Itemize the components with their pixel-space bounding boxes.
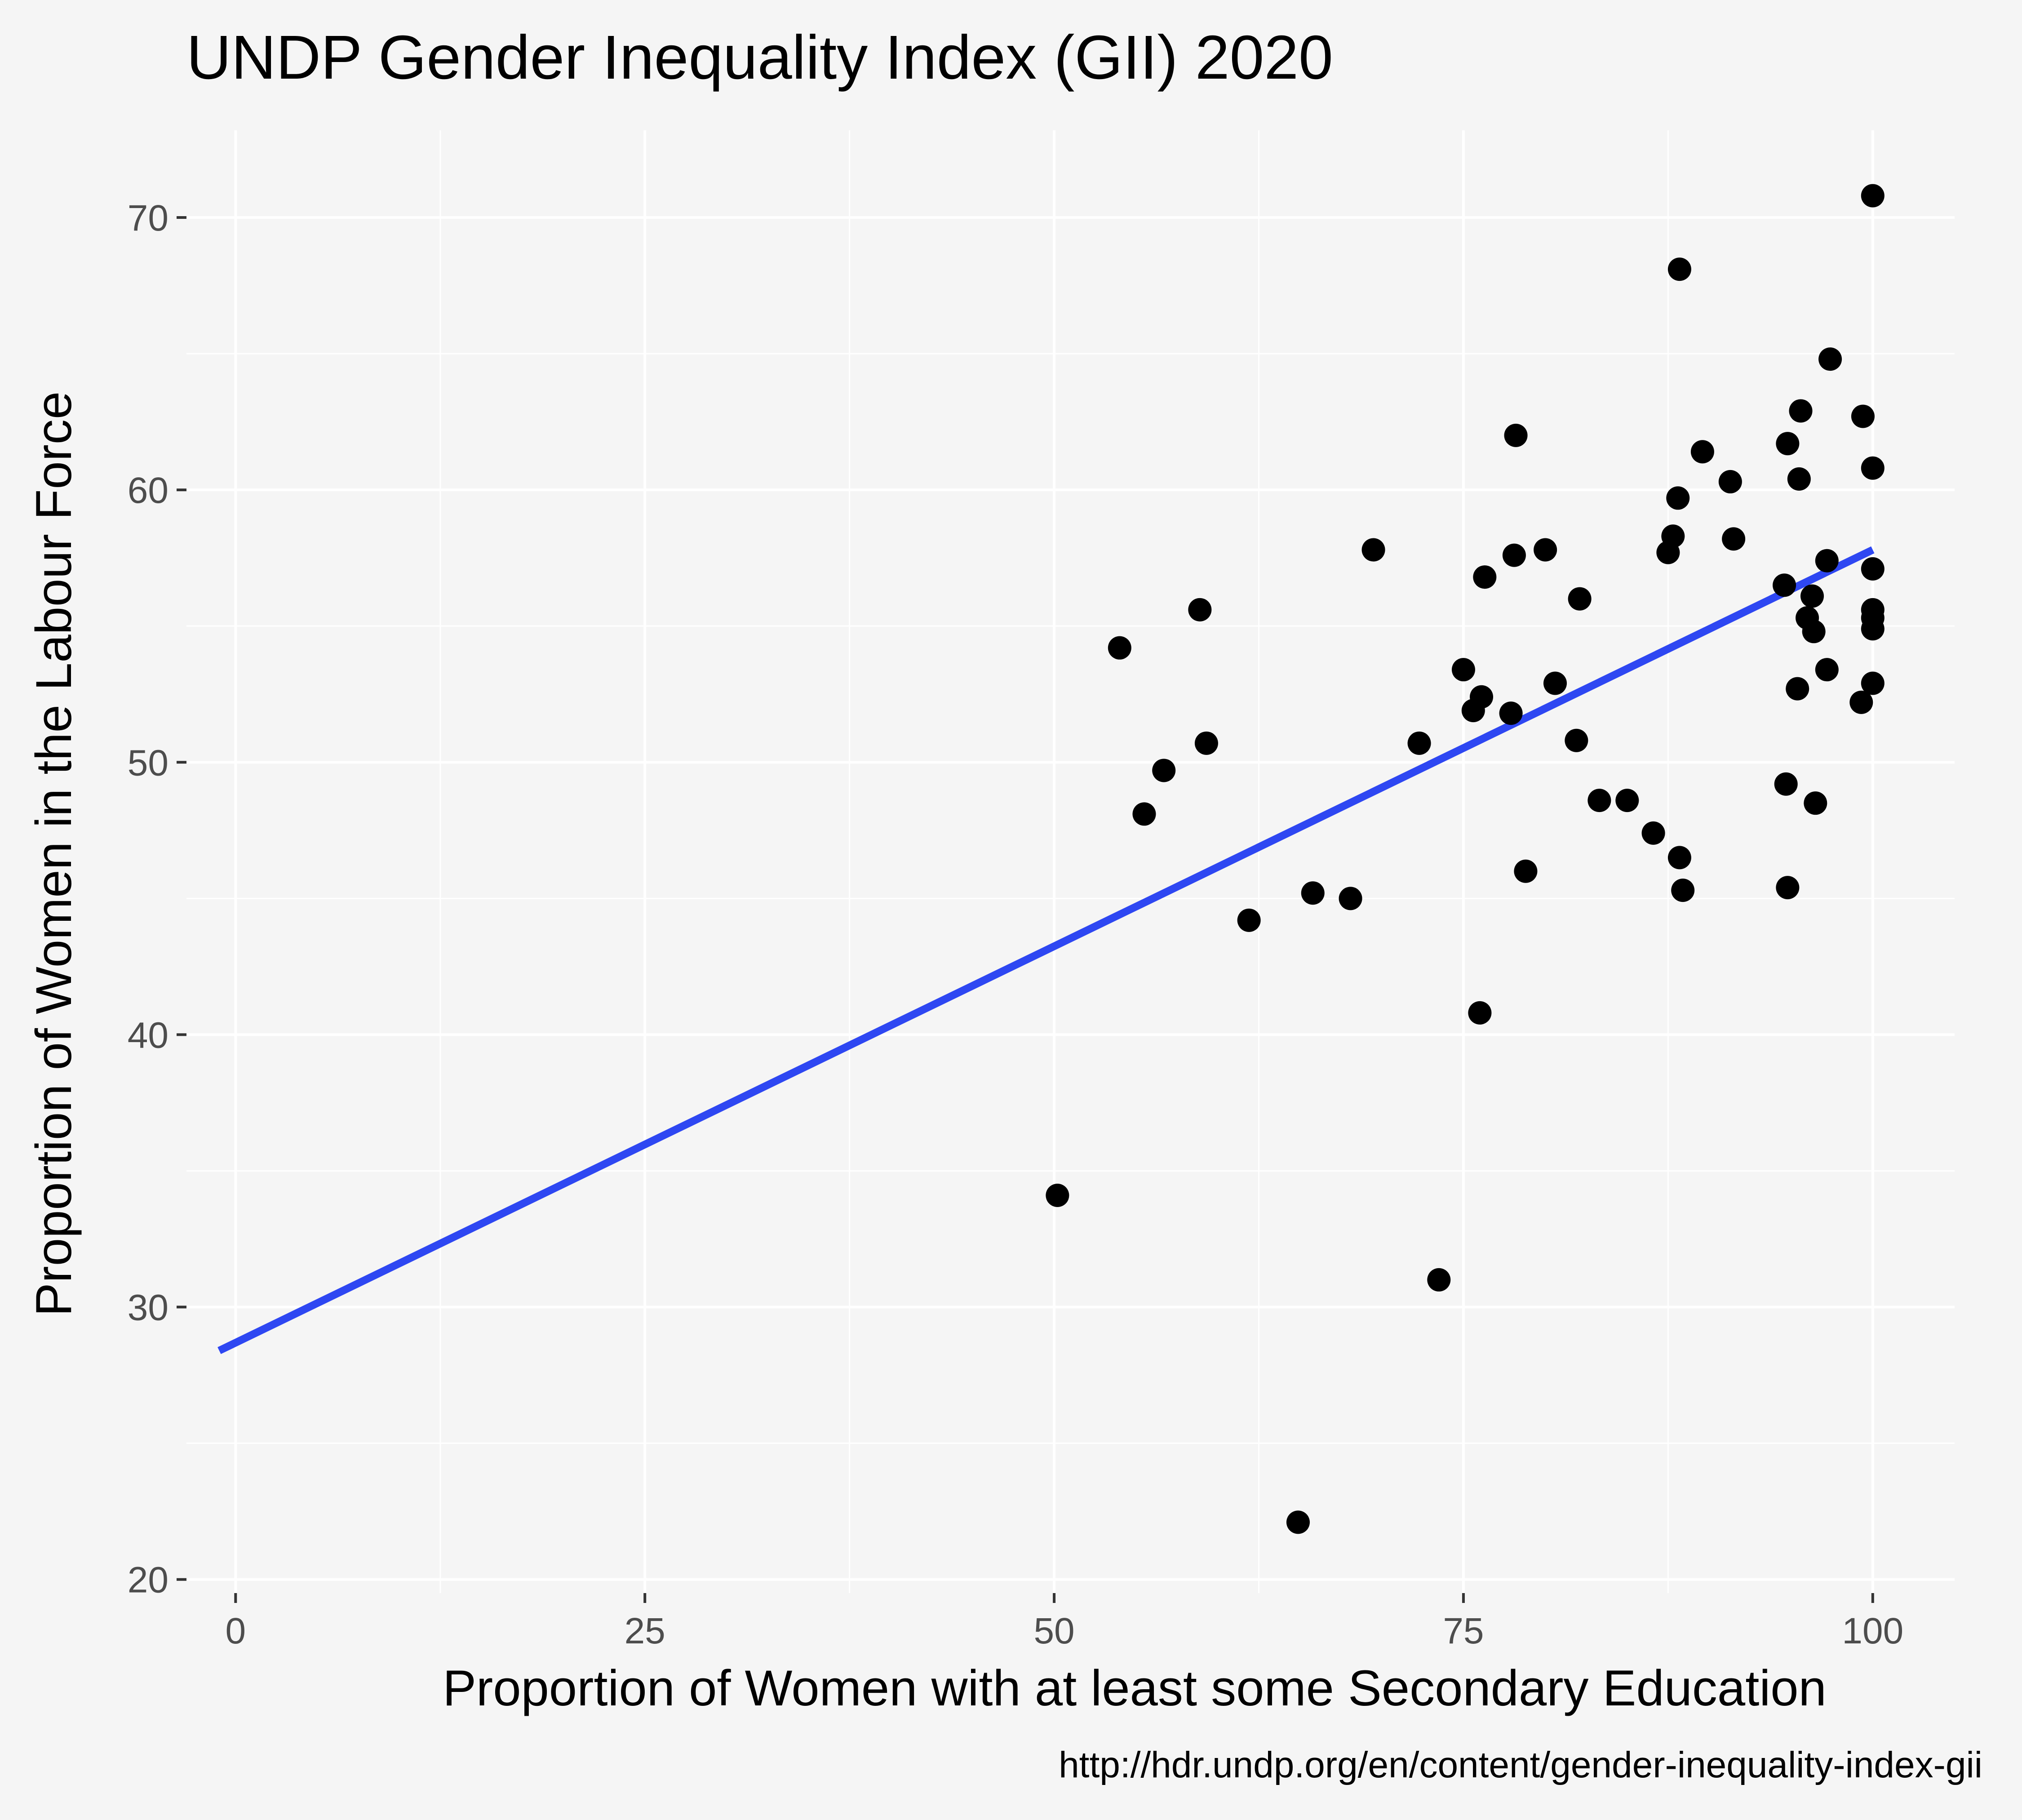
data-point	[1132, 802, 1156, 826]
data-point	[1237, 908, 1261, 932]
data-point	[1565, 728, 1588, 752]
data-point	[1568, 587, 1592, 611]
data-point	[1787, 467, 1811, 491]
data-point	[1861, 456, 1885, 480]
y-tick-label: 40	[128, 1015, 168, 1056]
data-point	[1361, 538, 1385, 562]
data-point	[1407, 731, 1431, 755]
x-axis-label: Proportion of Women with at least some S…	[443, 1660, 1827, 1716]
data-point	[1427, 1268, 1451, 1292]
data-point	[1786, 677, 1809, 701]
data-point	[1108, 636, 1131, 660]
data-point	[1800, 584, 1824, 608]
data-point	[1851, 404, 1875, 428]
data-point	[1671, 879, 1695, 902]
data-point	[1861, 671, 1885, 695]
trend-line-layer	[217, 546, 1875, 1354]
data-point	[1451, 658, 1475, 682]
data-point	[1818, 347, 1842, 371]
data-point	[1502, 543, 1526, 567]
data-point	[1804, 791, 1827, 815]
x-tick-label: 100	[1842, 1611, 1903, 1651]
source-caption: http://hdr.undp.org/en/content/gender-in…	[1059, 1745, 1982, 1785]
data-point	[1534, 538, 1557, 562]
x-tick-label: 75	[1443, 1611, 1484, 1651]
data-point	[1286, 1510, 1310, 1534]
data-point	[1815, 549, 1839, 573]
data-point	[1802, 620, 1826, 644]
data-point	[1667, 257, 1691, 281]
data-point	[1661, 524, 1685, 548]
point-layer	[1046, 184, 1885, 1534]
data-point	[1468, 1001, 1492, 1025]
data-point	[1194, 731, 1218, 755]
data-point	[1514, 859, 1538, 883]
y-tick-label: 50	[128, 742, 168, 783]
plot-panel	[186, 130, 1955, 1593]
data-point	[1690, 440, 1714, 464]
data-point	[1776, 876, 1800, 900]
data-point	[1861, 184, 1885, 208]
x-tick-label: 50	[1033, 1611, 1074, 1651]
x-tick-label: 0	[226, 1611, 246, 1651]
data-point	[1718, 470, 1742, 493]
data-point	[1861, 617, 1885, 641]
data-point	[1152, 759, 1176, 782]
data-point	[1666, 486, 1690, 510]
y-tick-label: 30	[128, 1287, 168, 1328]
data-point	[1504, 423, 1528, 447]
data-point	[1774, 772, 1798, 796]
y-tick-label: 60	[128, 470, 168, 511]
y-tick-label: 20	[128, 1560, 168, 1601]
chart-title: UNDP Gender Inequality Index (GII) 2020	[186, 23, 1333, 92]
data-point	[1789, 399, 1813, 423]
data-point	[1667, 846, 1691, 870]
data-point	[1046, 1184, 1069, 1207]
data-point	[1470, 685, 1494, 709]
data-point	[1543, 671, 1567, 695]
data-point	[1499, 701, 1523, 725]
data-point	[1301, 881, 1325, 905]
data-point	[1861, 557, 1885, 581]
data-point	[1776, 432, 1800, 456]
data-point	[1188, 598, 1212, 621]
data-point	[1773, 573, 1796, 597]
x-tick-label: 25	[625, 1611, 665, 1651]
y-tick-label: 70	[128, 198, 168, 239]
grid-layer	[186, 130, 1955, 1593]
axis-layer: 0 25 50 75 100 20 30 40 50 60 70	[128, 198, 1903, 1651]
data-point	[1339, 887, 1362, 910]
data-point	[1641, 821, 1665, 845]
data-point	[1815, 658, 1839, 682]
data-point	[1587, 789, 1611, 812]
data-point	[1615, 789, 1639, 812]
data-point	[1473, 565, 1497, 589]
data-point	[1849, 690, 1873, 714]
trend-line	[217, 546, 1875, 1354]
data-point	[1722, 527, 1746, 551]
y-axis-label: Proportion of Women in the Labour Force	[26, 391, 82, 1317]
